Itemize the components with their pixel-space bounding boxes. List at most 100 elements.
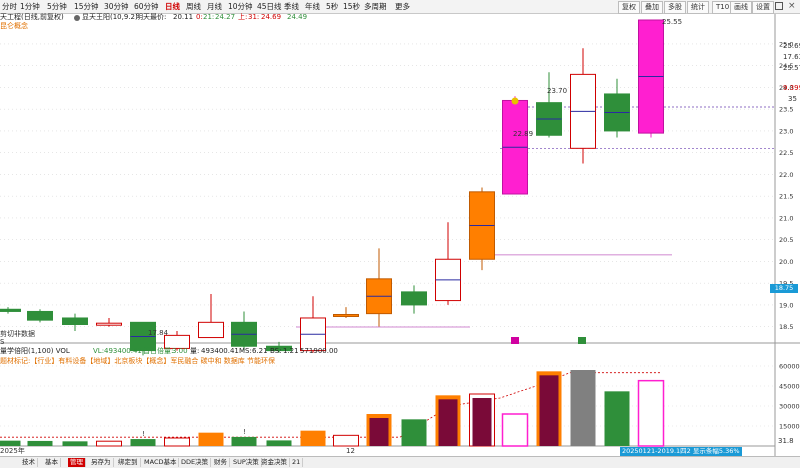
- up-label: 上:: [238, 13, 248, 21]
- mid-value: 21:: [203, 13, 215, 21]
- volume-axis-label: 45000: [779, 383, 800, 391]
- adjust-button[interactable]: 复权: [618, 1, 640, 14]
- volume-axis-label: 30000: [779, 403, 800, 411]
- volume-axis-tag: 31.8: [778, 437, 794, 445]
- period-tab-month[interactable]: 月线: [207, 2, 222, 11]
- stock-title: 天工程(日线,前复权): [0, 13, 64, 21]
- tab-tech[interactable]: 技术: [20, 458, 38, 467]
- volume-bar-inner: [539, 375, 559, 446]
- volume-bar: [401, 419, 427, 446]
- indicator-dot-icon[interactable]: [74, 15, 80, 21]
- vl-value: 493400.41: [104, 347, 142, 355]
- tab-num[interactable]: 21: [290, 458, 304, 467]
- volume-bar: [231, 436, 257, 446]
- volume-axis-label: 15000: [779, 423, 800, 431]
- period-tab-more[interactable]: 更多: [395, 2, 410, 11]
- volume-bar: [266, 440, 292, 446]
- period-tab-timeshare[interactable]: 分时: [2, 2, 17, 11]
- price-axis-label: 21.5: [779, 193, 793, 201]
- volume-average-line: [0, 372, 660, 438]
- volume-bar: [96, 440, 122, 447]
- concept-label: 昆仑概念: [0, 22, 28, 30]
- tab-saveas[interactable]: 另存为: [89, 458, 114, 467]
- event-marker-icon-2: [578, 337, 586, 344]
- close-icon[interactable]: ×: [788, 1, 796, 11]
- tab-fund[interactable]: 资金决策: [259, 458, 290, 467]
- restore-icon[interactable]: [775, 2, 783, 10]
- candle-body: [333, 313, 359, 317]
- volume-bar-inner: [369, 418, 389, 446]
- last-value: 571900.00: [300, 347, 338, 355]
- period-tab-week[interactable]: 周线: [186, 2, 201, 11]
- axis-top-4: 35: [788, 95, 797, 103]
- period-tab-5min[interactable]: 5分钟: [47, 2, 67, 11]
- closing-value: 20.11: [173, 13, 194, 21]
- tab-finance[interactable]: 财务: [212, 458, 230, 467]
- volume-bar: [300, 430, 326, 446]
- price-axis-label: 24.5: [779, 62, 793, 70]
- tab-manage[interactable]: 管理: [68, 458, 86, 467]
- candle-body: [27, 310, 53, 321]
- volume-title[interactable]: 量学倍阳(1,100) VOL: [0, 347, 70, 355]
- volume-bar-inner: [438, 399, 458, 446]
- bs-label: BS:: [270, 347, 282, 355]
- price-axis-label: 22.5: [779, 149, 793, 157]
- price-axis-label: 18.5: [779, 323, 793, 331]
- period-tab-year[interactable]: 年线: [305, 2, 320, 11]
- mark-2289: 22.89: [513, 130, 534, 138]
- mid-value-2: 24.27: [215, 13, 236, 21]
- year-label: 2025年: [0, 447, 25, 455]
- axis-top-0: 25.69: [783, 42, 800, 50]
- volume-bar-inner: [472, 398, 492, 446]
- stats-button[interactable]: 统计: [687, 1, 709, 14]
- price-axis-label: 23.0: [779, 127, 793, 135]
- candle-body: [401, 291, 427, 306]
- indicator-info-line: 天工程(日线,前复权) 显天王阳(10,9.2) 明天最价: 20.11 0: …: [0, 13, 800, 23]
- period-tab-day[interactable]: 日线: [165, 2, 180, 11]
- period-tab-season[interactable]: 季线: [284, 2, 299, 11]
- tab-basic[interactable]: 基本: [43, 458, 61, 467]
- volume-bar: [570, 370, 596, 446]
- period-tab-60min[interactable]: 60分钟: [134, 2, 159, 11]
- settings-button[interactable]: 设置: [752, 1, 774, 14]
- price-axis-label: 22.0: [779, 171, 793, 179]
- indicator-name[interactable]: 显天王阳(10,9.2): [82, 13, 138, 21]
- tab-dde[interactable]: DDE决策: [179, 458, 212, 467]
- price-axis-label: 20.0: [779, 258, 793, 266]
- volume-bar: [501, 413, 529, 447]
- event-marker-icon: [511, 337, 519, 344]
- overlay-button[interactable]: 叠加: [641, 1, 663, 14]
- period-tab-30min[interactable]: 30分钟: [104, 2, 129, 11]
- axis-top-2: 25.57: [783, 64, 800, 72]
- volume-axis-label: 60000: [779, 363, 800, 371]
- closing-label: 明天最价:: [136, 13, 167, 21]
- period-tab-5sec[interactable]: 5秒: [326, 2, 339, 11]
- high-price-label: 25.55: [662, 18, 683, 26]
- tab-bind[interactable]: 绑定到: [116, 458, 141, 467]
- volume-bar: [62, 441, 88, 446]
- price-axis-label: 19.0: [779, 301, 793, 309]
- tab-macd[interactable]: MACD基本: [142, 458, 180, 467]
- candle-body: [164, 334, 190, 349]
- tab-sup[interactable]: SUP决策: [231, 458, 262, 467]
- volume-bar: [604, 391, 630, 446]
- volume-alert-icon: !: [142, 430, 145, 438]
- period-tab-10min[interactable]: 10分钟: [228, 2, 253, 11]
- low-price-label: 17.84: [148, 329, 169, 337]
- price-axis-label: 21.0: [779, 214, 793, 222]
- period-tab-15sec[interactable]: 15秒: [343, 2, 361, 11]
- axis-top-1: 17.63: [783, 53, 800, 61]
- m-label: 量:: [190, 347, 200, 355]
- price-axis-label: 19.5: [779, 280, 793, 288]
- period-tab-multi[interactable]: 多周期: [364, 2, 387, 11]
- draw-button[interactable]: 画线: [730, 1, 752, 14]
- period-tab-1min[interactable]: 1分钟: [20, 2, 40, 11]
- period-tab-45day[interactable]: 45日线: [257, 2, 282, 11]
- multi-stock-button[interactable]: 多股: [664, 1, 686, 14]
- day-label: 首日倍量:: [143, 347, 174, 355]
- candle-body: [0, 308, 21, 312]
- period-tab-15min[interactable]: 15分钟: [74, 2, 99, 11]
- candle-body: [62, 317, 88, 326]
- down-value: 24.49: [287, 13, 308, 21]
